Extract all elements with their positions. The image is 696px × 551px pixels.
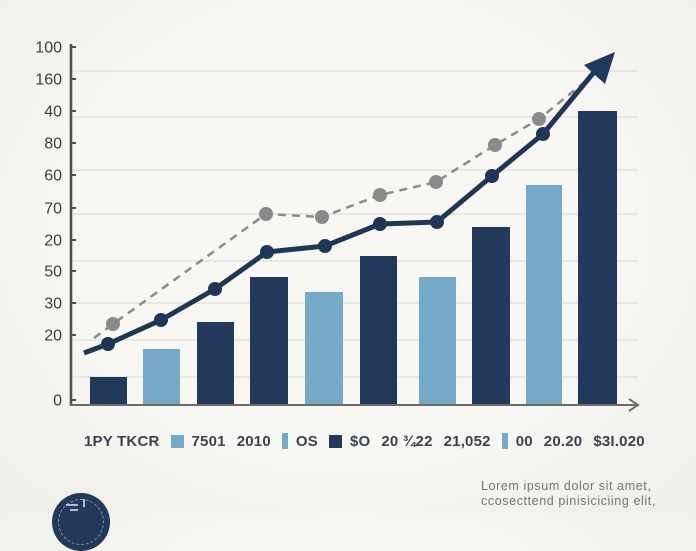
- solid-line-marker: [101, 337, 115, 351]
- legend-label: $O: [349, 432, 371, 450]
- legend-item: 2010: [237, 433, 271, 450]
- legend-label: 21,052: [443, 432, 491, 450]
- bar: [305, 292, 343, 404]
- legend-label: $3I.020: [593, 432, 645, 450]
- legend-swatch-light-thin: [501, 433, 508, 449]
- dashed-line-marker: [106, 317, 120, 331]
- legend-label: 20 ¾22: [381, 432, 433, 450]
- logo-inner-ring: [58, 499, 104, 545]
- legend-label: OS: [295, 432, 318, 450]
- legend-item: OS: [281, 432, 318, 450]
- legend-item: 7501: [170, 432, 226, 450]
- solid-line-marker: [485, 169, 499, 183]
- bar: [250, 277, 288, 404]
- logo-seal-icon: [52, 493, 110, 551]
- y-tick-label: 70: [44, 201, 62, 218]
- legend-item: $O: [328, 432, 371, 450]
- legend-item: 20 ¾22: [381, 433, 432, 450]
- logo-detail-mark: [83, 499, 85, 507]
- bar: [578, 111, 617, 404]
- bar: [197, 322, 234, 404]
- solid-line-marker: [373, 217, 387, 231]
- dashed-line-marker: [488, 138, 502, 152]
- solid-line-marker: [154, 313, 168, 327]
- legend-item: $3I.020: [593, 433, 644, 450]
- bar: [472, 227, 510, 404]
- bar: [143, 349, 180, 404]
- y-tick-label: 80: [44, 136, 62, 153]
- y-tick-label: 20: [44, 328, 62, 345]
- legend-swatch-light: [170, 434, 184, 448]
- legend-label: 2010: [236, 432, 271, 450]
- y-tick-label: 20: [44, 233, 62, 250]
- bar: [526, 185, 562, 404]
- y-tick-label: 0: [53, 393, 62, 410]
- footer-caption-line2: ccosecttend pinisiciciing elit,: [481, 494, 656, 508]
- dashed-line-marker: [259, 207, 273, 221]
- trend-arrowhead-icon: [584, 52, 615, 84]
- chart-legend: 1PY TKCR 7501 2010 OS $O 20 ¾22 21,052 00 20.20 $…: [84, 428, 682, 454]
- dashed-line-marker: [373, 188, 387, 202]
- y-tick-label: 60: [44, 168, 62, 185]
- solid-line-marker: [430, 215, 444, 229]
- legend-swatch-light-thin: [281, 433, 288, 449]
- y-tick-label: 40: [44, 104, 62, 121]
- legend-item: 21,052: [444, 433, 491, 450]
- solid-line-marker: [208, 282, 222, 296]
- bar: [90, 377, 127, 404]
- chart-svg: 100 160 40 80 60 70 20 50 30 20 0: [35, 40, 640, 412]
- legend-item: 20.20: [544, 433, 583, 450]
- dashed-line-marker: [429, 175, 443, 189]
- solid-line-marker: [260, 245, 274, 259]
- y-tick-label: 30: [44, 296, 62, 313]
- y-tick-label: 50: [44, 264, 62, 281]
- infographic-canvas: 100 160 40 80 60 70 20 50 30 20 0 1PY TKCR 7501 2010…: [35, 40, 691, 551]
- dashed-trend-line: [93, 72, 597, 340]
- dashed-line-marker: [315, 210, 329, 224]
- dashed-line-marker: [532, 112, 546, 126]
- logo-detail-mark: [70, 509, 78, 511]
- footer-caption-line1: Lorem ipsum dolor sit amet,: [481, 479, 652, 493]
- legend-item: 1PY TKCR: [84, 433, 160, 450]
- x-axis-arrow-icon: [628, 398, 640, 412]
- bar: [360, 256, 397, 404]
- legend-label: 7501: [191, 432, 226, 450]
- y-tick-label: 160: [35, 72, 62, 89]
- footer-caption: Lorem ipsum dolor sit amet, ccosecttend …: [481, 479, 691, 509]
- legend-label: 1PY TKCR: [84, 432, 160, 450]
- legend-swatch-navy: [328, 434, 342, 448]
- y-tick-label: 100: [35, 40, 62, 57]
- logo-detail-mark: [66, 504, 78, 506]
- bar: [419, 277, 456, 404]
- legend-item: 00: [501, 432, 533, 450]
- solid-line-marker: [536, 127, 550, 141]
- legend-label: 00: [515, 432, 533, 450]
- legend-label: 20.20: [543, 432, 583, 450]
- solid-line-marker: [318, 239, 332, 253]
